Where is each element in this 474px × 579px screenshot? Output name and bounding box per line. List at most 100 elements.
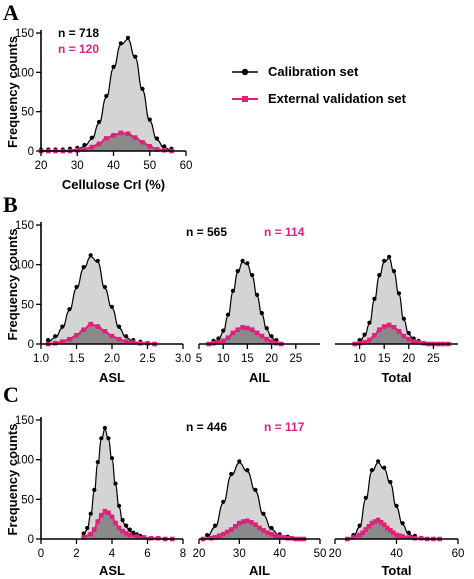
- panel-b-ail-validation-point: [230, 330, 236, 336]
- panel-a-validation-point: [132, 135, 138, 140]
- panel-a-calibration-point: [154, 136, 160, 141]
- panel-b-asl-x-tick-label: 1.5: [69, 353, 85, 365]
- panel-c-y-tick-label: 0: [28, 534, 34, 546]
- panel-b-asl-calibration-point: [46, 338, 51, 343]
- panel-b-ail-validation-point: [259, 333, 265, 339]
- panel-c-asl-calibration-point: [120, 517, 125, 523]
- panel-b-total-x-tick-label: 20: [402, 353, 415, 365]
- panel-a-validation-point: [125, 131, 131, 136]
- panel-b-asl-validation-point: [67, 336, 72, 342]
- panel-b-asl-calibration-point: [74, 284, 79, 290]
- panel-c-y-tick-label: 50: [21, 494, 34, 506]
- panel-b-ail-validation-point: [220, 338, 226, 344]
- panel-b-ail-x-axis-label: AIL: [249, 370, 270, 385]
- panel-b-total-validation-point: [386, 322, 392, 328]
- panel-a-validation-point: [89, 144, 95, 150]
- panel-b-ail-calibration-point: [221, 328, 226, 333]
- panel-b-ail-validation-point: [254, 330, 260, 336]
- panel-c-asl-calibration-point: [106, 436, 111, 441]
- panel-c-asl-validation-point: [95, 519, 101, 524]
- panel-c-ail-calibration-point: [261, 511, 266, 516]
- panel-b-asl-calibration-point: [60, 324, 65, 329]
- panel-b-total-validation-point: [406, 336, 412, 342]
- panel-label-a: A: [3, 0, 19, 25]
- panel-b-ail-x-tick-label: 10: [217, 353, 230, 365]
- panel-c-total-validation-point: [366, 524, 372, 529]
- panel-a-calibration-point: [125, 35, 131, 40]
- panel-c-total-validation-point: [357, 532, 362, 538]
- panel-b-ail-validation-point: [245, 325, 250, 331]
- panel-b-asl-validation-point: [123, 339, 129, 344]
- panel-c-asl-validation-point: [81, 535, 86, 540]
- panel-a-validation-point: [118, 130, 124, 136]
- panel-b-ail-x-tick-label: 15: [241, 353, 254, 365]
- panel-b-asl-calibration-point: [109, 304, 115, 309]
- legend-validation-label: External validation set: [268, 91, 407, 106]
- panel-c-total-calibration-area: [353, 462, 415, 539]
- panel-a-calibration-point: [147, 117, 152, 122]
- panel-c-asl-calibration-point: [127, 527, 132, 532]
- panel-b-total-validation-point: [362, 340, 367, 345]
- panel-b-y-axis-label: Frequency counts: [5, 229, 20, 341]
- panel-c-total-validation-point: [397, 533, 402, 539]
- panel-c-ail-validation-point: [269, 531, 274, 537]
- panel-b-total-validation-point: [401, 333, 407, 339]
- panel-c-ail-validation-point: [224, 529, 230, 535]
- panel-c-ail-validation-point: [216, 533, 222, 539]
- legend: Calibration set External validation set: [232, 64, 407, 106]
- panel-c-ail-calibration-point: [253, 487, 258, 492]
- panel-b-asl-x-tick-label: 3.0: [175, 353, 191, 365]
- panel-b-total-calibration-area: [359, 258, 419, 344]
- panel-c-total-validation-point: [391, 530, 396, 535]
- panel-a-y-axis-label: Frequency counts: [5, 36, 20, 148]
- panel-a-y-tick-label: 150: [15, 28, 34, 40]
- panel-b-ail-validation-point: [264, 336, 270, 342]
- panel-a-validation-area: [41, 132, 172, 151]
- panel-b-total-validation-point: [372, 333, 377, 338]
- panel-b-asl-validation-point: [109, 333, 115, 339]
- panel-a-calibration-area: [41, 39, 172, 151]
- panel-c-ail-validation-point: [237, 520, 242, 526]
- panel-c-ail-validation-point: [273, 533, 278, 539]
- panel-c-ail-validation-point: [265, 530, 270, 535]
- panel-b-ail-x-tick-label: 20: [265, 353, 278, 365]
- n-validation-c: n = 117: [264, 420, 305, 434]
- panel-a-calibration-point: [140, 86, 145, 91]
- panel-c-asl-calibration-point: [131, 530, 136, 535]
- panel-c-asl-calibration-point: [95, 460, 100, 465]
- panel-c-asl-calibration-point: [85, 525, 90, 531]
- panel-b-ail-calibration-point: [240, 258, 245, 263]
- panel-c-total-calibration-point: [376, 459, 381, 464]
- panel-c-asl-calibration-area: [83, 429, 141, 539]
- panel-c-total-validation-point: [385, 525, 390, 531]
- panel-c-asl-x-tick-label: 4: [109, 548, 116, 560]
- panel-a-x-tick-label: 20: [35, 160, 48, 172]
- panel-c-y-tick-label: 150: [15, 415, 34, 427]
- panel-b-asl-calibration-point: [102, 284, 107, 290]
- legend-calibration-marker: [241, 68, 249, 76]
- panel-b-total-validation-point: [416, 340, 421, 345]
- legend-validation-marker: [242, 96, 248, 102]
- panel-c-ail-calibration-point: [205, 533, 210, 538]
- panel-b-ail-validation-point: [249, 327, 255, 332]
- panel-c-ail-x-axis-label: AIL: [249, 563, 270, 578]
- panel-c-asl-x-tick-label: 6: [144, 548, 150, 560]
- panel-b-total-calibration-point: [382, 258, 387, 263]
- panel-c-asl-calibration-point: [117, 503, 122, 508]
- panel-b-asl-calibration-point: [117, 324, 122, 329]
- panel-c-total-validation-point: [400, 534, 405, 539]
- panel-a-y-tick-label: 50: [21, 107, 34, 119]
- panel-a-calibration-point: [162, 144, 167, 149]
- panel-b-asl-validation-point: [95, 324, 101, 329]
- panel-b-total-validation-point: [367, 337, 372, 343]
- panel-c-total-calibration-point: [400, 521, 405, 526]
- panel-c-total-calibration-point: [357, 523, 362, 528]
- panel-b-asl-validation-point: [60, 339, 65, 344]
- panel-c-total-calibration-point: [388, 479, 393, 485]
- panel-b-asl-calibration-point: [124, 334, 129, 339]
- panel-c-asl-calibration-point: [109, 456, 115, 461]
- panel-c-asl-calibration-point: [81, 531, 86, 536]
- panel-c-total-validation-point: [394, 532, 399, 538]
- panel-b-asl-calibration-point: [53, 334, 58, 339]
